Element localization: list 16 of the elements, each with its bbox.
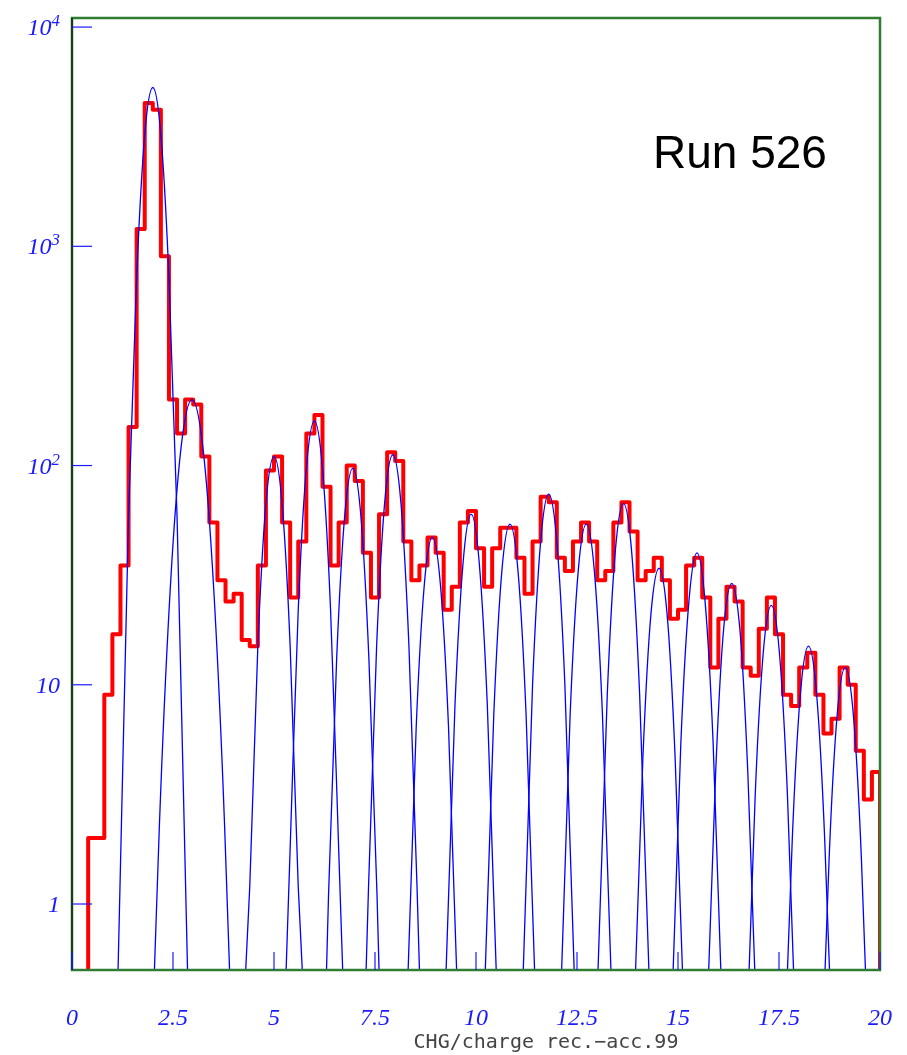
x-tick-label: 12.5 bbox=[556, 1004, 598, 1030]
y-tick-label: 10$^{2}$ bbox=[27, 449, 61, 479]
y-tick-label: 10 bbox=[36, 671, 60, 698]
x-tick-label: 10 bbox=[464, 1004, 488, 1030]
x-tick-label: 5 bbox=[268, 1004, 280, 1030]
y-tick-label: 10$^{3}$ bbox=[27, 229, 60, 260]
annotation: Run 526 bbox=[653, 126, 827, 178]
x-tick-label: 17.5 bbox=[758, 1004, 800, 1030]
x-tick-label: 15 bbox=[666, 1004, 690, 1030]
x-tick-label: 0 bbox=[66, 1004, 78, 1030]
x-tick-label: 20 bbox=[868, 1004, 892, 1030]
y-tick-label: 1 bbox=[48, 891, 60, 917]
x-tick-label: 2.5 bbox=[158, 1004, 188, 1030]
y-tick-label: 10$^{4}$ bbox=[27, 10, 61, 41]
x-tick-label: 7.5 bbox=[360, 1004, 390, 1030]
x-axis-title: CHG/charge rec.−acc.99 bbox=[413, 1029, 679, 1053]
